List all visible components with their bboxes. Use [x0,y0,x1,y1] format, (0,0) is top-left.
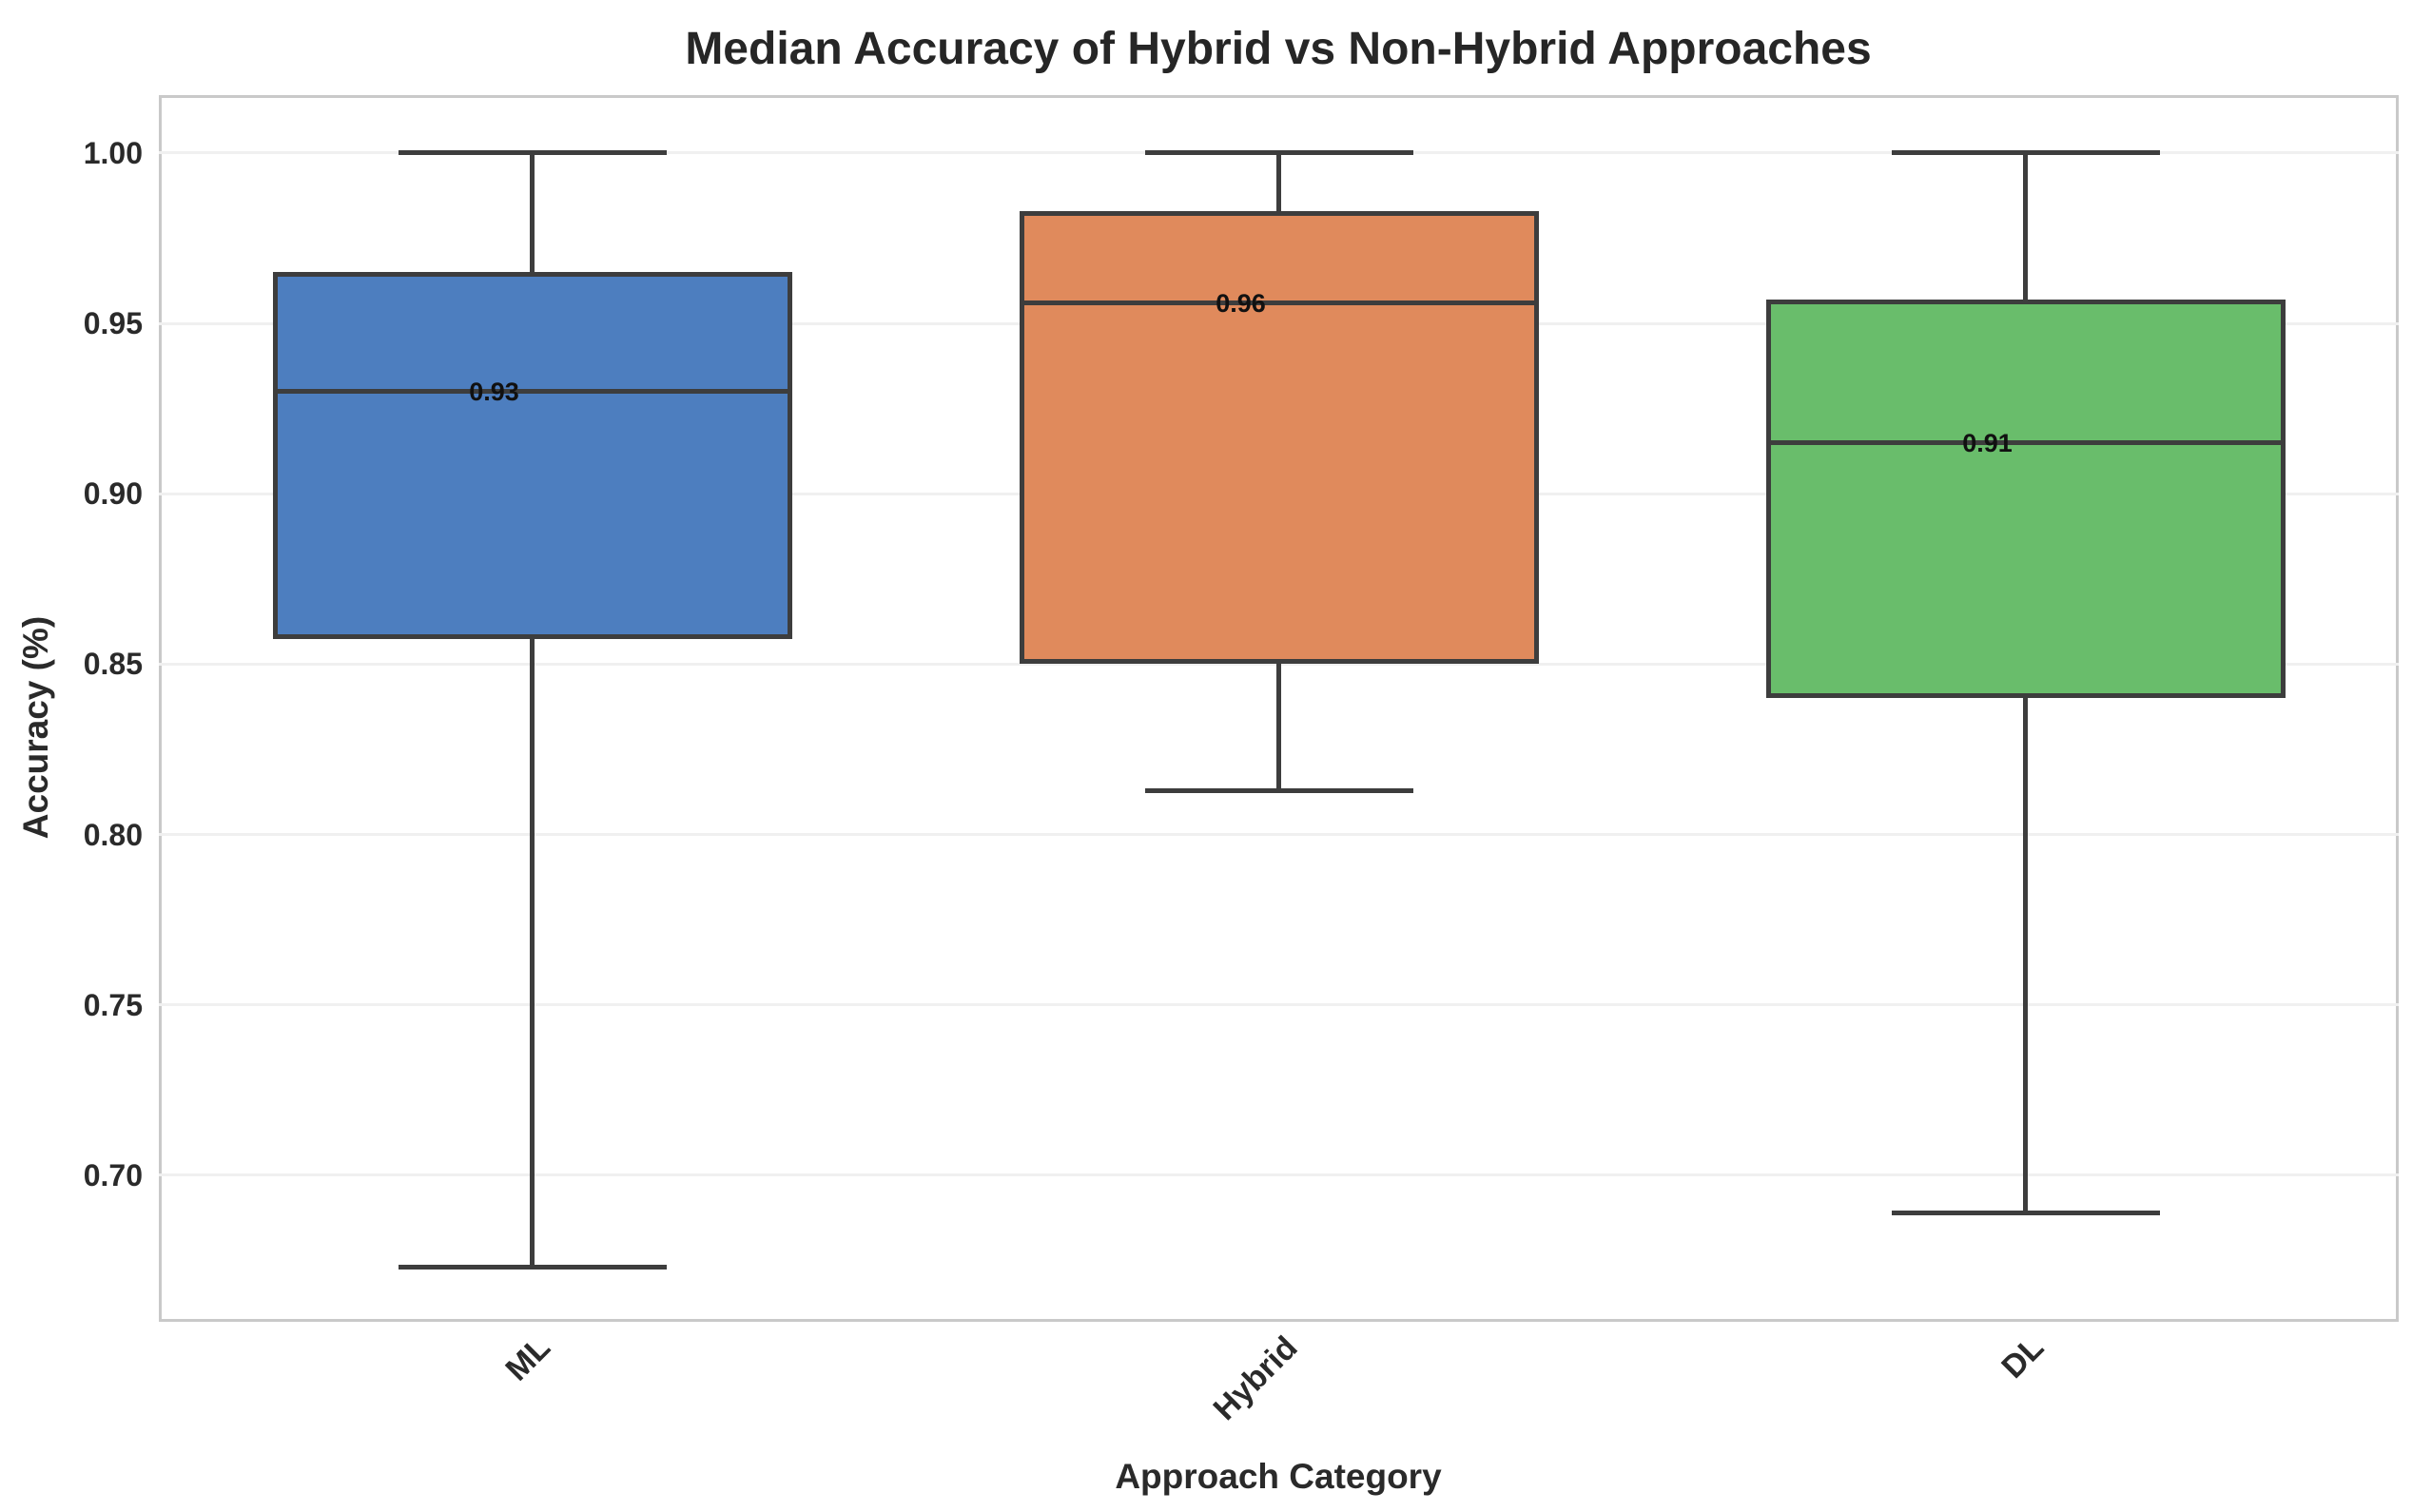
y-gridline [159,1003,2399,1007]
median-value-label: 0.91 [1962,428,2013,457]
whisker-line [530,152,535,1268]
whisker-cap-bottom [1144,787,1413,793]
x-axis-label: Approach Category [1115,1457,1442,1496]
y-tick-label: 1.00 [83,135,143,170]
y-tick-label: 0.85 [83,647,143,682]
chart-title: Median Accuracy of Hybrid vs Non-Hybrid … [685,24,1872,74]
y-tick-label: 0.80 [83,817,143,852]
whisker-cap-bottom [398,1265,667,1270]
median-line [1765,440,2286,445]
y-gridline [159,1173,2399,1177]
box-DL [1765,300,2286,699]
y-gridline [159,833,2399,837]
whisker-cap-top [1144,150,1413,156]
y-tick-label: 0.75 [83,987,143,1022]
whisker-cap-top [398,150,667,156]
median-line [1019,300,1539,306]
y-tick-label: 0.90 [83,476,143,512]
median-line [272,389,792,395]
whisker-cap-top [1891,150,2160,156]
box-ML [272,272,792,639]
x-tick-label: DL [1994,1329,2052,1386]
y-tick-label: 0.95 [83,306,143,341]
whisker-cap-bottom [1891,1210,2160,1215]
y-tick-label: 0.70 [83,1157,143,1192]
box-Hybrid [1019,210,1539,665]
median-value-label: 0.96 [1216,288,1266,318]
x-tick-label: ML [498,1329,558,1388]
median-value-label: 0.93 [469,377,519,406]
x-tick-label: Hybrid [1206,1329,1305,1428]
